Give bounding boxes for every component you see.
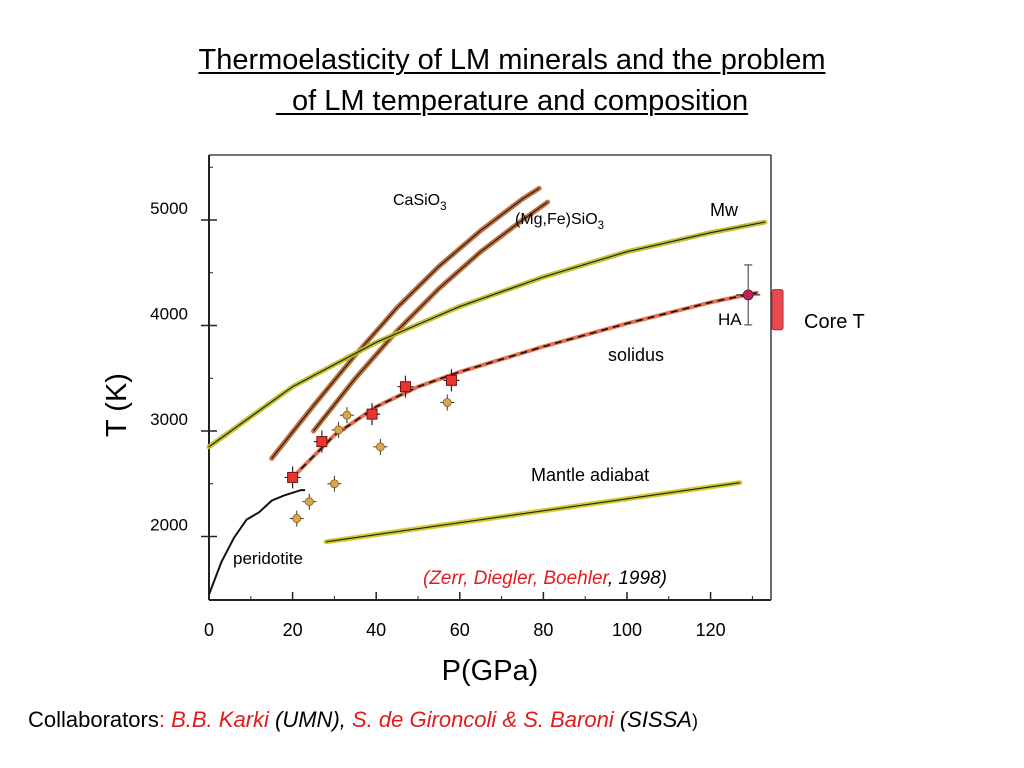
collaborators-colon: : — [158, 707, 165, 732]
red-data-point — [445, 374, 457, 386]
casio3-label: CaSiO3 — [393, 192, 447, 213]
red-data-point — [287, 471, 299, 483]
collaborator-umn: (UMN) — [268, 707, 340, 732]
mantle-adiabat-label: Mantle adiabat — [531, 465, 649, 485]
chart: 0 20 40 60 80 100 120 2000 3000 4000 5000 P(GPa) T (… — [101, 154, 865, 687]
x-axis-label: P(GPa) — [442, 655, 539, 687]
y-axis-label: T (K) — [101, 373, 133, 437]
peridotite-label: peridotite — [233, 549, 303, 568]
mw-curve — [208, 221, 766, 448]
x-tick-label: 80 — [533, 620, 553, 640]
y-tick-label: 2000 — [150, 516, 188, 535]
x-tick-label: 0 — [204, 620, 214, 640]
collaborator-sissa: (SISSA — [613, 707, 692, 732]
ha-data-point — [742, 289, 754, 301]
mw-label: Mw — [710, 200, 739, 220]
orange-data-point — [329, 479, 339, 489]
red-data-point — [316, 436, 328, 448]
mantle-adiabat-curve — [325, 482, 740, 543]
x-tick-label: 40 — [366, 620, 386, 640]
orange-data-point — [292, 514, 302, 523]
collaborator-karki: B.B. Karki — [171, 707, 269, 732]
x-tick-label: 60 — [450, 620, 470, 640]
collaborators-prefix: Collaborators — [28, 707, 159, 732]
y-tick-label: 3000 — [150, 410, 188, 429]
mgfesio3-curve — [313, 201, 548, 432]
core-t-bar — [771, 289, 784, 331]
casio3-curve — [271, 187, 540, 459]
solidus-label: solidus — [608, 345, 664, 365]
mw-curve-color — [206, 219, 768, 450]
ha-label: HA — [718, 310, 742, 329]
title-line-2: of LM temperature and composition — [275, 85, 749, 117]
mgfesio3-label: (Mg,Fe)SiO3 — [515, 211, 604, 232]
red-data-point — [399, 381, 411, 393]
peridotite-curve — [208, 489, 306, 595]
collaborator-degironcoli-baroni: S. de Gironcoli & S. Baroni — [352, 707, 614, 732]
title-line-1: Thermoelasticity of LM minerals and the … — [198, 44, 826, 76]
slide-title: Thermoelasticity of LM minerals and the … — [0, 40, 1024, 122]
collaborators-close: ) — [691, 711, 698, 731]
x-tick-label: 100 — [612, 620, 642, 640]
red-data-point — [366, 408, 378, 420]
orange-data-point — [442, 398, 452, 407]
orange-data-point — [342, 410, 352, 420]
orange-data-point — [304, 497, 314, 507]
x-tick-label: 20 — [283, 620, 303, 640]
collaborators-comma: , — [339, 707, 346, 732]
solidus-curve — [292, 292, 757, 478]
orange-data-point — [375, 442, 385, 452]
core-t-label: Core T — [804, 311, 865, 333]
collaborators-line: Collaborators: B.B. Karki (UMN), S. de G… — [28, 707, 698, 733]
orange-data-point — [334, 425, 343, 435]
reference-citation: (Zerr, Diegler, Boehler, 1998) — [423, 568, 667, 589]
solidus-halo — [290, 290, 759, 480]
y-tick-label: 4000 — [150, 305, 188, 324]
y-tick-label: 5000 — [150, 199, 188, 218]
x-tick-label: 120 — [696, 620, 726, 640]
